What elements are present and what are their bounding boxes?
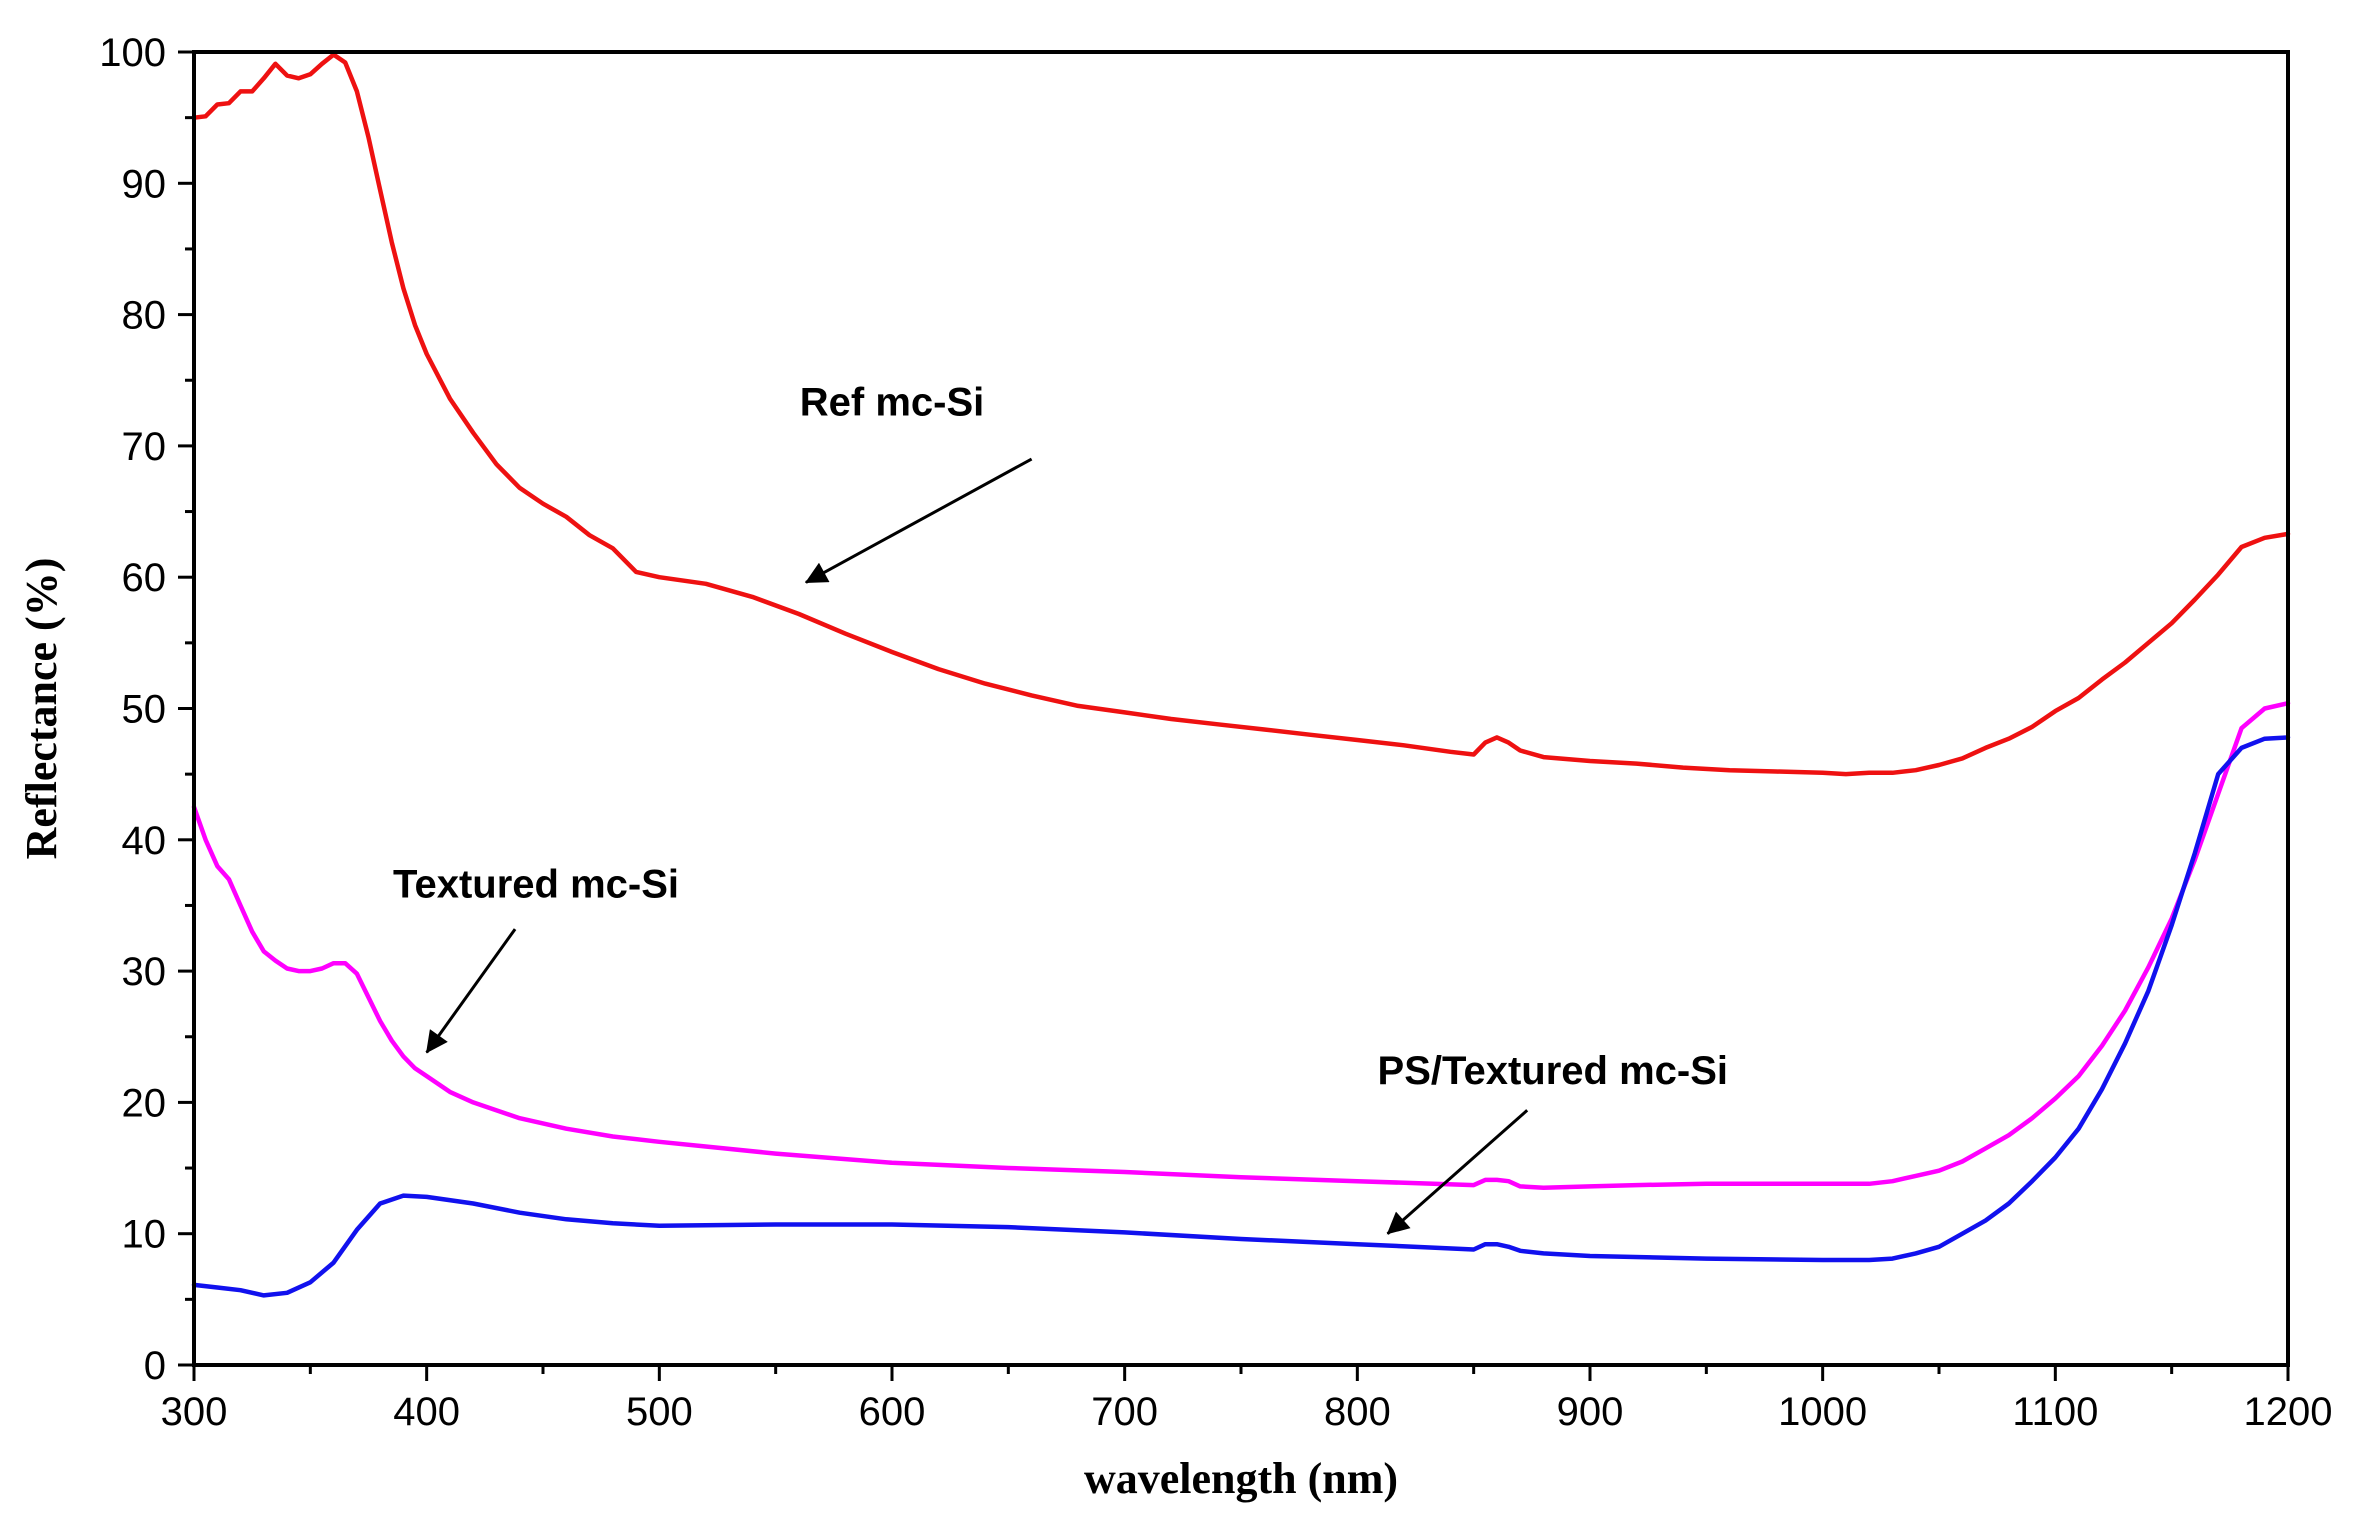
- series-line-ps-textured-mc-si: [191, 735, 2291, 1298]
- x-tick-label: 900: [1557, 1390, 1624, 1434]
- x-tick-label: 1200: [2244, 1390, 2333, 1434]
- y-tick-label: 50: [122, 688, 167, 732]
- series-layer: [191, 52, 2291, 1298]
- x-tick-label: 800: [1324, 1390, 1391, 1434]
- y-tick-label: 80: [122, 294, 167, 338]
- x-tick-label: 1100: [2012, 1390, 2098, 1434]
- annotation-label-textured-mc-si: Textured mc-Si: [393, 863, 679, 907]
- series-line-ref-mc-si: [191, 52, 2291, 777]
- y-tick-label: 10: [122, 1213, 167, 1257]
- x-axis-title: wavelength (nm): [1084, 1454, 1398, 1503]
- plot-frame: [192, 50, 2290, 1367]
- ticks-layer: 300 400 500 600 700 800 900 1000 1100 1200 0 10 20 30…: [99, 31, 2332, 1434]
- annotation-layer: Ref mc-Si Textured mc-Si PS/Textured mc-Si: [393, 381, 1728, 1235]
- y-tick-label: 40: [122, 819, 167, 863]
- annotation-arrow-ref-mc-si: [804, 457, 1033, 584]
- y-tick-label: 20: [122, 1081, 167, 1125]
- y-tick-label: 100: [99, 31, 166, 75]
- y-tick-label: 30: [122, 950, 167, 994]
- x-tick-label: 700: [1091, 1390, 1158, 1434]
- y-tick-label: 60: [122, 556, 167, 600]
- annotation-label-ref-mc-si: Ref mc-Si: [800, 381, 985, 425]
- series-line-textured-mc-si: [191, 700, 2291, 1190]
- x-tick-label: 500: [626, 1390, 693, 1434]
- annotation-label-ps-textured-mc-si: PS/Textured mc-Si: [1378, 1049, 1728, 1093]
- x-tick-label: 400: [393, 1390, 460, 1434]
- annotation-arrow-textured-mc-si: [425, 928, 517, 1054]
- x-tick-label: 300: [161, 1390, 228, 1434]
- y-axis-title: Reflectance (%): [17, 558, 66, 860]
- y-tick-label: 0: [144, 1344, 166, 1388]
- annotation-arrow-ps-textured-mc-si: [1386, 1109, 1529, 1235]
- y-tick-label: 90: [122, 162, 167, 206]
- x-tick-label: 600: [859, 1390, 926, 1434]
- x-tick-label: 1000: [1778, 1390, 1867, 1434]
- y-tick-label: 70: [122, 425, 167, 469]
